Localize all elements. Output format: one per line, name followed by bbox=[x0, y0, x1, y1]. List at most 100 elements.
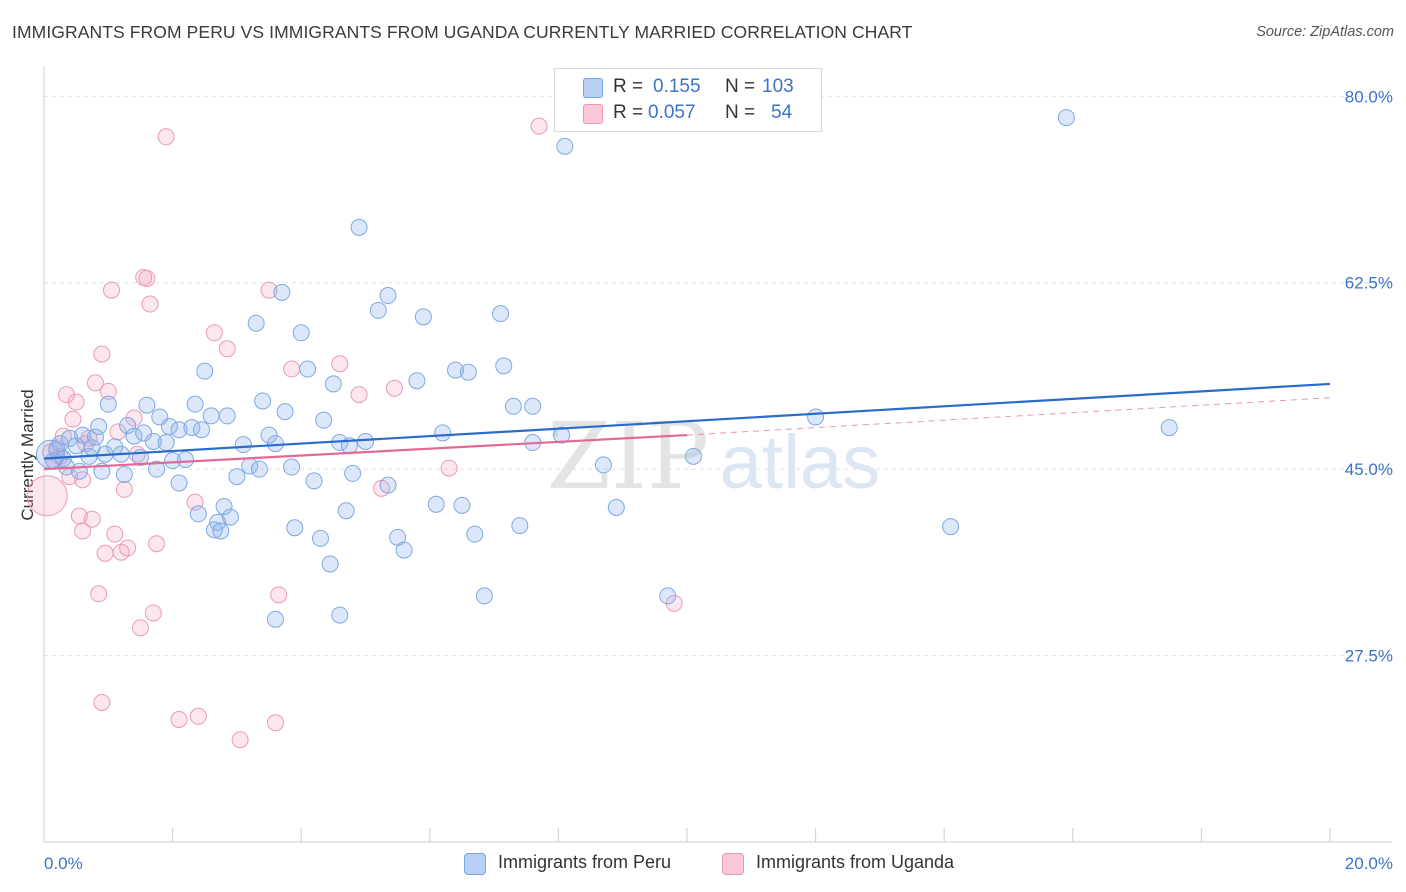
uganda-point bbox=[189, 707, 207, 725]
uganda-trend-extension bbox=[686, 397, 1331, 436]
uganda-point bbox=[141, 295, 159, 313]
legend-swatch-uganda bbox=[583, 104, 603, 124]
series-name-uganda: Immigrants from Uganda bbox=[756, 852, 955, 872]
peru-point bbox=[684, 447, 702, 465]
peru-point bbox=[138, 396, 156, 414]
uganda-point bbox=[331, 355, 349, 373]
correlation-legend: R = 0.155 N = 103 R = 0.057 N = 54 bbox=[554, 68, 822, 132]
peru-point bbox=[228, 468, 246, 486]
legend-n-label: N = bbox=[725, 102, 756, 123]
uganda-point bbox=[266, 714, 284, 732]
uganda-point bbox=[218, 340, 236, 358]
peru-point bbox=[196, 362, 214, 380]
peru-point bbox=[234, 436, 252, 454]
peru-point bbox=[299, 360, 317, 378]
peru-point bbox=[524, 397, 542, 415]
peru-point bbox=[1160, 419, 1178, 437]
peru-point bbox=[254, 392, 272, 410]
peru-point bbox=[125, 427, 143, 445]
peru-point bbox=[311, 529, 329, 547]
peru-point bbox=[144, 432, 162, 450]
peru-point bbox=[511, 517, 529, 535]
peru-point bbox=[215, 497, 233, 515]
uganda-point bbox=[74, 522, 92, 540]
uganda-point bbox=[64, 410, 82, 428]
peru-point bbox=[594, 456, 612, 474]
peru-point bbox=[164, 452, 182, 470]
peru-point bbox=[283, 458, 301, 476]
axes bbox=[43, 66, 1392, 843]
peru-point bbox=[344, 464, 362, 482]
peru-point bbox=[495, 357, 513, 375]
uganda-point bbox=[131, 619, 149, 637]
uganda-trend-line bbox=[43, 433, 688, 471]
uganda-point bbox=[170, 710, 188, 728]
peru-point bbox=[408, 372, 426, 390]
peru-point bbox=[99, 395, 117, 413]
peru-point bbox=[212, 522, 230, 540]
peru-point bbox=[379, 476, 397, 494]
peru-point bbox=[331, 606, 349, 624]
peru-point bbox=[453, 496, 471, 514]
peru-point bbox=[202, 407, 220, 425]
peru-point bbox=[607, 499, 625, 517]
peru-point bbox=[74, 426, 92, 444]
peru-point bbox=[193, 421, 211, 439]
peru-point bbox=[209, 513, 227, 531]
peru-point bbox=[357, 432, 374, 450]
uganda-point bbox=[26, 475, 68, 517]
peru-point bbox=[414, 308, 432, 326]
uganda-point bbox=[74, 471, 92, 489]
uganda-point bbox=[144, 604, 162, 622]
source-label: Source: ZipAtlas.com bbox=[1256, 24, 1394, 40]
peru-point bbox=[135, 424, 153, 442]
uganda-point bbox=[115, 480, 133, 498]
y-tick-label: 80.0% bbox=[1345, 87, 1393, 106]
peru-point bbox=[315, 411, 333, 429]
peru-trend-line bbox=[43, 382, 1331, 460]
peru-point bbox=[247, 314, 265, 332]
uganda-point bbox=[106, 525, 124, 543]
peru-point bbox=[250, 460, 268, 478]
series-swatch-uganda bbox=[722, 853, 744, 875]
legend-swatch-peru bbox=[583, 78, 603, 98]
peru-point bbox=[350, 218, 368, 236]
peru-point bbox=[427, 495, 445, 513]
peru-point bbox=[434, 424, 452, 442]
watermark: ZIP atlas bbox=[547, 403, 880, 510]
uganda-point bbox=[530, 117, 548, 135]
x-tick-label: 0.0% bbox=[44, 854, 83, 873]
legend-n-value-peru: 103 bbox=[762, 76, 794, 97]
uganda-point bbox=[93, 345, 111, 363]
x-tick-label: 20.0% bbox=[1345, 854, 1393, 873]
trend-lines bbox=[43, 382, 1331, 471]
uganda-point bbox=[58, 386, 76, 404]
peru-point bbox=[186, 395, 204, 413]
peru-point bbox=[395, 541, 413, 559]
peru-point bbox=[324, 375, 342, 393]
uganda-point bbox=[350, 386, 368, 404]
peru-point bbox=[286, 519, 304, 537]
peru-point bbox=[148, 460, 166, 478]
peru-point bbox=[157, 434, 175, 452]
uganda-point bbox=[385, 379, 403, 397]
peru-point bbox=[260, 426, 278, 444]
peru-point bbox=[90, 418, 108, 436]
gridlines bbox=[44, 95, 1392, 657]
peru-point bbox=[70, 462, 88, 480]
peru-point bbox=[553, 426, 571, 444]
uganda-point bbox=[205, 324, 223, 342]
peru-point bbox=[266, 435, 284, 453]
peru-point bbox=[337, 502, 355, 520]
uganda-point bbox=[231, 731, 249, 749]
peru-point bbox=[475, 587, 493, 605]
tick-labels: 27.5% 45.0% 62.5% 80.0% 0.0% 20.0% bbox=[44, 87, 1393, 873]
peru-point bbox=[1057, 109, 1075, 127]
peru-point bbox=[160, 418, 178, 436]
uganda-point bbox=[138, 269, 156, 287]
peru-point bbox=[273, 283, 291, 301]
peru-point bbox=[556, 137, 574, 155]
peru-point bbox=[170, 421, 188, 439]
peru-point bbox=[659, 587, 677, 605]
